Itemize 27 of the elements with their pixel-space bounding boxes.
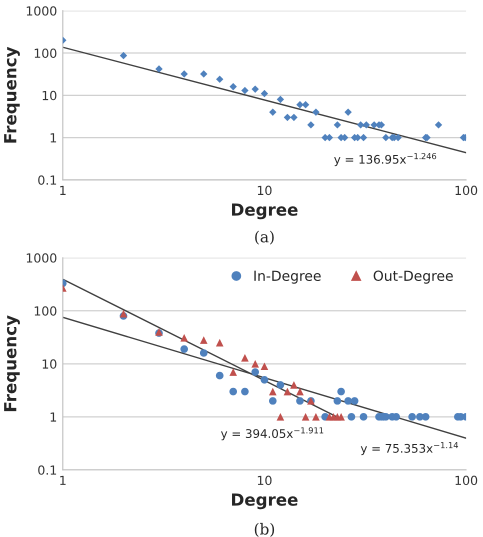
text: (a)	[255, 230, 274, 245]
annotation: y = 394.05x$^{−1.911}$	[220, 427, 324, 440]
x-tick-label: 1	[60, 476, 66, 485]
y-tick-label: 1	[50, 133, 56, 142]
x-tick-label: 100	[456, 476, 478, 486]
x-tick-label: 1	[60, 186, 66, 195]
y-axis-title: Frequency	[4, 46, 20, 143]
text: (b)	[254, 522, 274, 537]
y-tick-label: 10	[42, 359, 56, 369]
y-tick-label: 1	[50, 412, 56, 422]
x-tick-label: 100	[456, 186, 478, 196]
y-axis-title: Frequency	[4, 315, 20, 412]
annotation: y = 75.353x$^{−1.14}$	[360, 442, 458, 456]
x-axis-title: Degree	[232, 203, 298, 220]
legend-label: In-Degree	[254, 270, 321, 284]
x-tick-label: 10	[258, 186, 272, 196]
y-tick-label: 0.1	[38, 465, 56, 475]
annotation: y = 136.95x$^{−1.246}$	[334, 152, 436, 166]
y-tick-label: 0.1	[38, 175, 56, 185]
y-tick-label: 100	[34, 306, 56, 316]
x-axis-title: Degree	[232, 493, 298, 510]
y-tick-label: 100	[34, 48, 56, 58]
x-tick-label: 10	[258, 476, 272, 486]
legend-label: Out-Degree	[374, 270, 453, 284]
y-tick-label: 10	[42, 90, 56, 100]
y-tick-label: 1000	[26, 6, 56, 16]
y-tick-label: 1000	[26, 253, 56, 263]
